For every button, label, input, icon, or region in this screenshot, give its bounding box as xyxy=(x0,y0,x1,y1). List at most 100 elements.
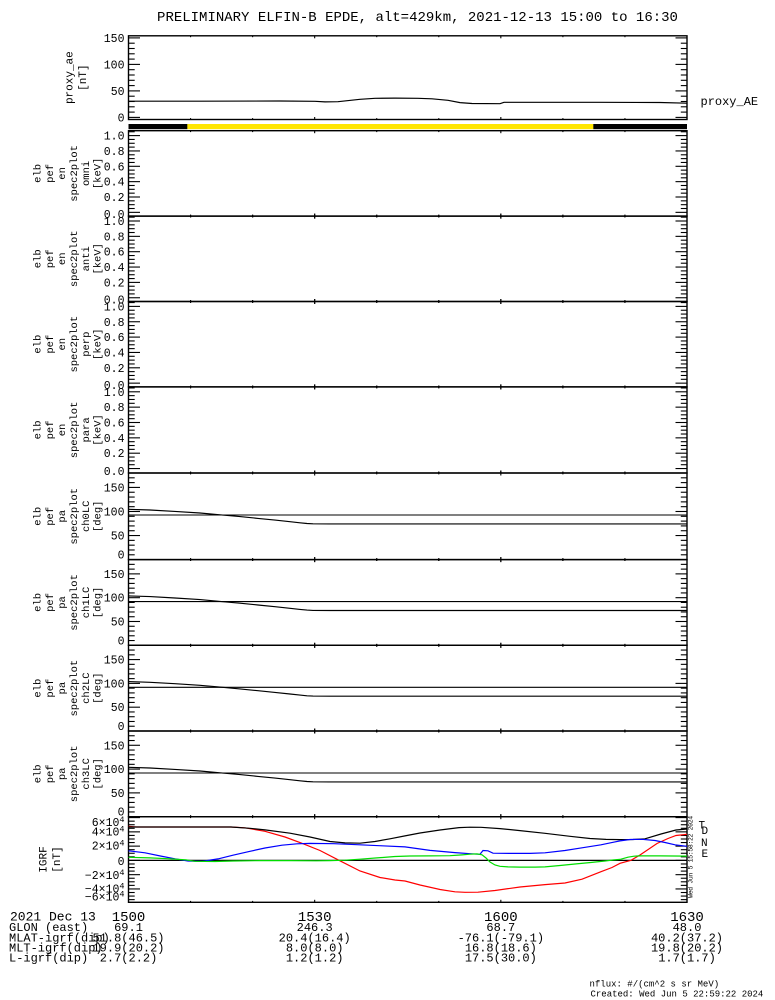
svg-text:elb: elb xyxy=(33,679,45,698)
svg-text:50: 50 xyxy=(111,616,125,629)
svg-text:0.4: 0.4 xyxy=(104,433,125,446)
svg-text:1.2(1.2): 1.2(1.2) xyxy=(286,952,344,966)
svg-text:1500: 1500 xyxy=(112,910,146,926)
svg-text:pef: pef xyxy=(45,593,57,612)
svg-text:GLON (east): GLON (east) xyxy=(9,921,88,935)
svg-text:0.6: 0.6 xyxy=(104,418,125,431)
svg-text:0.8: 0.8 xyxy=(104,146,125,159)
svg-text:0.2: 0.2 xyxy=(104,277,125,290)
svg-text:en: en xyxy=(57,167,69,180)
svg-text:0.0: 0.0 xyxy=(104,209,125,222)
svg-text:T: T xyxy=(699,821,706,833)
svg-text:246.3: 246.3 xyxy=(297,921,333,935)
svg-text:ch1LC: ch1LC xyxy=(81,587,93,619)
svg-text:0.8: 0.8 xyxy=(104,231,125,244)
svg-text:0: 0 xyxy=(118,635,125,648)
svg-text:spec2plot: spec2plot xyxy=(69,488,81,545)
svg-text:[nT]: [nT] xyxy=(78,64,90,90)
svg-text:0.4: 0.4 xyxy=(104,262,125,275)
svg-text:MLT-igrf(dip): MLT-igrf(dip) xyxy=(9,942,103,956)
svg-text:spec2plot: spec2plot xyxy=(69,745,81,802)
svg-text:pa: pa xyxy=(57,596,69,609)
svg-text:1.7(1.7): 1.7(1.7) xyxy=(658,952,716,966)
svg-text:elb: elb xyxy=(33,507,45,526)
svg-text:0.2: 0.2 xyxy=(104,448,125,461)
svg-text:spec2plot: spec2plot xyxy=(69,402,81,459)
svg-text:[deg]: [deg] xyxy=(93,501,105,533)
svg-text:para: para xyxy=(81,417,93,442)
svg-text:[keV]: [keV] xyxy=(93,158,105,190)
svg-text:PRELIMINARY ELFIN-B EPDE, alt=: PRELIMINARY ELFIN-B EPDE, alt=429km, 202… xyxy=(157,10,678,26)
svg-text:51.8(46.5): 51.8(46.5) xyxy=(92,931,164,945)
svg-text:4×104: 4×104 xyxy=(92,824,125,839)
svg-text:150: 150 xyxy=(104,740,125,753)
svg-text:anti: anti xyxy=(81,246,93,271)
svg-text:2.7(2.2): 2.7(2.2) xyxy=(100,952,158,966)
svg-text:0.4: 0.4 xyxy=(104,177,125,190)
svg-text:proxy_ae: proxy_ae xyxy=(65,51,77,104)
svg-text:0.4: 0.4 xyxy=(104,347,125,360)
svg-text:50: 50 xyxy=(111,788,125,801)
svg-text:elb: elb xyxy=(33,593,45,612)
svg-text:proxy_AE: proxy_AE xyxy=(701,95,759,109)
svg-text:40.2(37.2): 40.2(37.2) xyxy=(651,931,723,945)
svg-text:perp: perp xyxy=(81,332,93,357)
svg-text:spec2plot: spec2plot xyxy=(69,574,81,631)
svg-text:16.8(18.6): 16.8(18.6) xyxy=(465,942,537,956)
svg-text:spec2plot: spec2plot xyxy=(69,660,81,717)
svg-text:elb: elb xyxy=(33,249,45,268)
svg-text:150: 150 xyxy=(104,655,125,668)
svg-text:100: 100 xyxy=(104,678,125,691)
svg-text:1.0: 1.0 xyxy=(104,387,125,400)
svg-text:1630: 1630 xyxy=(670,910,704,926)
svg-text:pa: pa xyxy=(57,510,69,523)
svg-text:1600: 1600 xyxy=(484,910,518,926)
svg-text:D: D xyxy=(702,826,709,838)
svg-text:8.0(8.0): 8.0(8.0) xyxy=(286,942,344,956)
svg-text:150: 150 xyxy=(104,33,125,46)
svg-text:ch0LC: ch0LC xyxy=(81,501,93,533)
svg-text:0.8: 0.8 xyxy=(104,402,125,415)
svg-text:pef: pef xyxy=(45,507,57,526)
svg-text:[nT]: [nT] xyxy=(52,846,64,872)
svg-text:0.2: 0.2 xyxy=(104,363,125,376)
svg-text:1.0: 1.0 xyxy=(104,301,125,314)
svg-text:elb: elb xyxy=(33,335,45,354)
svg-text:17.5(30.0): 17.5(30.0) xyxy=(465,952,537,966)
svg-text:1.0: 1.0 xyxy=(104,131,125,144)
svg-text:[deg]: [deg] xyxy=(93,587,105,619)
svg-text:pef: pef xyxy=(45,420,57,439)
svg-text:100: 100 xyxy=(104,506,125,519)
svg-text:19.8(20.2): 19.8(20.2) xyxy=(651,942,723,956)
svg-text:E: E xyxy=(702,849,709,861)
svg-text:19.9(20.2): 19.9(20.2) xyxy=(92,942,164,956)
svg-text:-76.1(-79.1): -76.1(-79.1) xyxy=(458,931,544,945)
svg-text:pef: pef xyxy=(45,249,57,268)
svg-text:spec2plot: spec2plot xyxy=(69,230,81,287)
svg-text:0.6: 0.6 xyxy=(104,332,125,345)
svg-text:6×104: 6×104 xyxy=(92,815,125,830)
svg-text:50: 50 xyxy=(111,702,125,715)
svg-text:elb: elb xyxy=(33,164,45,183)
svg-text:150: 150 xyxy=(104,569,125,582)
svg-text:50: 50 xyxy=(111,531,125,544)
svg-text:0: 0 xyxy=(118,807,125,820)
svg-text:spec2plot: spec2plot xyxy=(69,316,81,373)
svg-text:−6×104: −6×104 xyxy=(85,889,125,904)
svg-text:N: N xyxy=(701,838,708,850)
svg-text:L-igrf(dip): L-igrf(dip) xyxy=(9,952,88,966)
svg-text:en: en xyxy=(57,252,69,265)
svg-text:0: 0 xyxy=(118,550,125,563)
svg-text:Created: Wed Jun 5 22:59:22 2: Created: Wed Jun 5 22:59:22 2024 xyxy=(591,990,764,1000)
svg-text:MLAT-igrf(dip): MLAT-igrf(dip) xyxy=(9,931,110,945)
svg-text:0.0: 0.0 xyxy=(104,380,125,393)
svg-text:pef: pef xyxy=(45,679,57,698)
svg-text:IGRF: IGRF xyxy=(39,846,51,872)
svg-text:pef: pef xyxy=(45,335,57,354)
svg-text:ch3LC: ch3LC xyxy=(81,758,93,790)
svg-text:−4×104: −4×104 xyxy=(85,882,125,897)
svg-text:0.8: 0.8 xyxy=(104,317,125,330)
svg-text:150: 150 xyxy=(104,482,125,495)
svg-text:omni: omni xyxy=(81,161,93,186)
svg-text:en: en xyxy=(57,424,69,437)
